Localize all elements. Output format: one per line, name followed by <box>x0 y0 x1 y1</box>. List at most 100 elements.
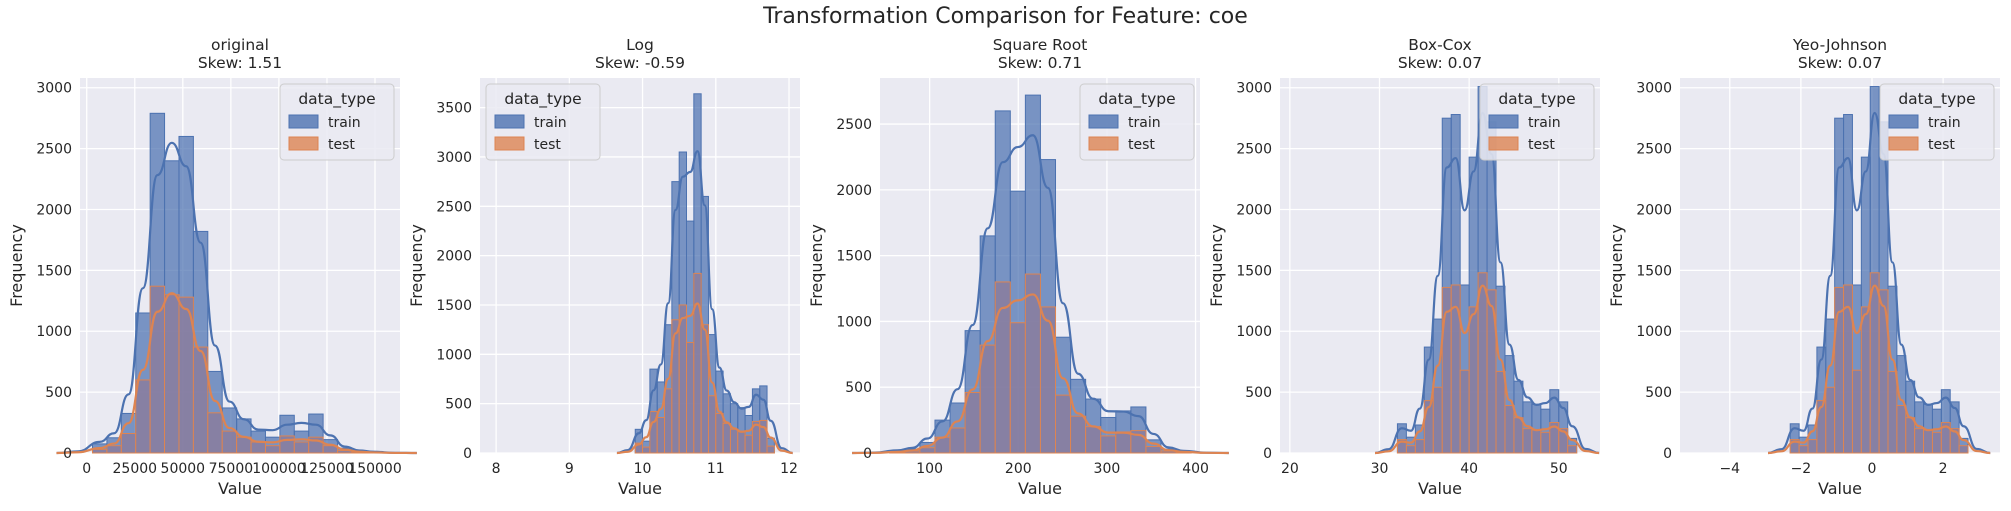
legend-swatch-train <box>288 114 319 129</box>
bar-test <box>642 446 651 454</box>
y-tick-label: 2500 <box>836 117 872 133</box>
bar-test <box>1825 386 1836 454</box>
y-tick-label: 3000 <box>36 81 72 97</box>
bar-test <box>1495 370 1506 454</box>
bar-test <box>722 422 731 454</box>
x-tick-label: −4 <box>1719 461 1740 477</box>
legend-swatch-train <box>1088 114 1119 129</box>
series-test <box>634 272 775 454</box>
bar-test <box>1949 428 1960 454</box>
bar-test <box>1459 369 1470 454</box>
legend-label-test: test <box>1528 137 1555 153</box>
bar-test <box>1914 428 1925 454</box>
y-tick-label: 0 <box>63 446 72 462</box>
x-tick-label: −2 <box>1791 461 1812 477</box>
panel-subtitle: Skew: 0.71 <box>998 54 1082 72</box>
bar-test <box>164 294 180 454</box>
bar-test <box>1905 417 1916 454</box>
y-tick-label: 2000 <box>836 183 872 199</box>
bar-test <box>1887 370 1898 454</box>
y-tick-label: 0 <box>863 446 872 462</box>
bar-test <box>1039 306 1057 454</box>
y-tick-label: 500 <box>845 380 872 396</box>
bar-test <box>707 395 717 454</box>
bar-test <box>1477 272 1488 454</box>
x-tick-label: 20 <box>1281 461 1299 477</box>
bar-test <box>1851 369 1862 454</box>
bar-test <box>106 445 122 454</box>
legend-label-train: train <box>1928 115 1961 131</box>
bar-test <box>656 416 666 454</box>
panel-title: Box-Cox <box>1408 36 1471 54</box>
y-tick-label: 3000 <box>1636 81 1672 97</box>
x-axis-label: Value <box>1818 479 1862 498</box>
y-tick-label: 1500 <box>836 249 872 265</box>
kde-test-line <box>56 292 417 455</box>
y-axis-label: Frequency <box>407 224 426 307</box>
x-tick-label: 0 <box>82 461 91 477</box>
bar-test <box>293 441 310 454</box>
panel-title: original <box>211 36 269 54</box>
bar-test <box>1450 284 1461 454</box>
bar-test <box>715 413 724 454</box>
bar-test <box>1843 284 1853 454</box>
y-axis-label: Frequency <box>7 224 26 307</box>
y-tick-label: 1000 <box>36 324 72 340</box>
y-axis-label: Frequency <box>1607 224 1626 307</box>
bar-test <box>1931 431 1942 454</box>
legend-swatch-test <box>1088 136 1119 151</box>
x-tick-label: 200 <box>1005 461 1032 477</box>
legend-title: data_type <box>1498 90 1575 109</box>
y-tick-label: 2000 <box>36 202 72 218</box>
y-tick-label: 1500 <box>436 298 472 314</box>
bar-test <box>1869 272 1880 454</box>
bar-test <box>1085 426 1102 454</box>
bar-test <box>1009 322 1026 454</box>
panel-2: 0 500 1000 1500 2000 2500 3000 3500 8 9 10 11 12 LogS… <box>407 36 800 498</box>
bar-test <box>1531 429 1542 454</box>
x-tick-label: 30 <box>1371 461 1389 477</box>
legend-label-train: train <box>534 115 567 131</box>
x-tick-label: 10 <box>634 461 652 477</box>
y-tick-label: 500 <box>445 397 472 413</box>
legend-swatch-test <box>1888 136 1919 151</box>
legend-label-train: train <box>1128 115 1161 131</box>
legend-title: data_type <box>298 90 375 109</box>
y-tick-label: 1500 <box>36 263 72 279</box>
y-tick-label: 3000 <box>1236 81 1272 97</box>
y-axis-label: Frequency <box>1207 224 1226 307</box>
legend-label-test: test <box>1928 137 1955 153</box>
y-tick-label: 1000 <box>1236 324 1272 340</box>
series-test <box>1789 272 1969 454</box>
x-tick-label: 9 <box>565 461 574 477</box>
kde-test-line <box>1374 284 1600 455</box>
bar-test <box>250 441 266 454</box>
x-tick-label: 40 <box>1460 461 1478 477</box>
legend-swatch-test <box>494 136 525 151</box>
y-tick-label: 500 <box>1645 385 1672 401</box>
legend-label-test: test <box>328 137 355 153</box>
y-tick-label: 0 <box>1263 446 1272 462</box>
legend-title: data_type <box>504 90 581 109</box>
bar-test <box>91 448 108 454</box>
panel-subtitle: Skew: 0.07 <box>1398 54 1482 72</box>
bar-test <box>1798 445 1809 454</box>
bar-test <box>1115 431 1132 454</box>
panel-subtitle: Skew: -0.59 <box>595 54 685 72</box>
bar-test <box>1414 439 1425 454</box>
legend-label-test: test <box>534 137 561 153</box>
y-tick-label: 2500 <box>1236 142 1272 158</box>
bar-test <box>1540 431 1551 454</box>
bar-test <box>979 344 996 454</box>
bar-test <box>737 430 746 454</box>
bar-test <box>1145 445 1162 454</box>
panel-subtitle: Skew: 1.51 <box>198 54 282 72</box>
bar-test <box>1522 428 1533 454</box>
y-tick-label: 2500 <box>36 142 72 158</box>
bar-test <box>1405 445 1416 454</box>
legend-swatch-train <box>1888 114 1919 129</box>
